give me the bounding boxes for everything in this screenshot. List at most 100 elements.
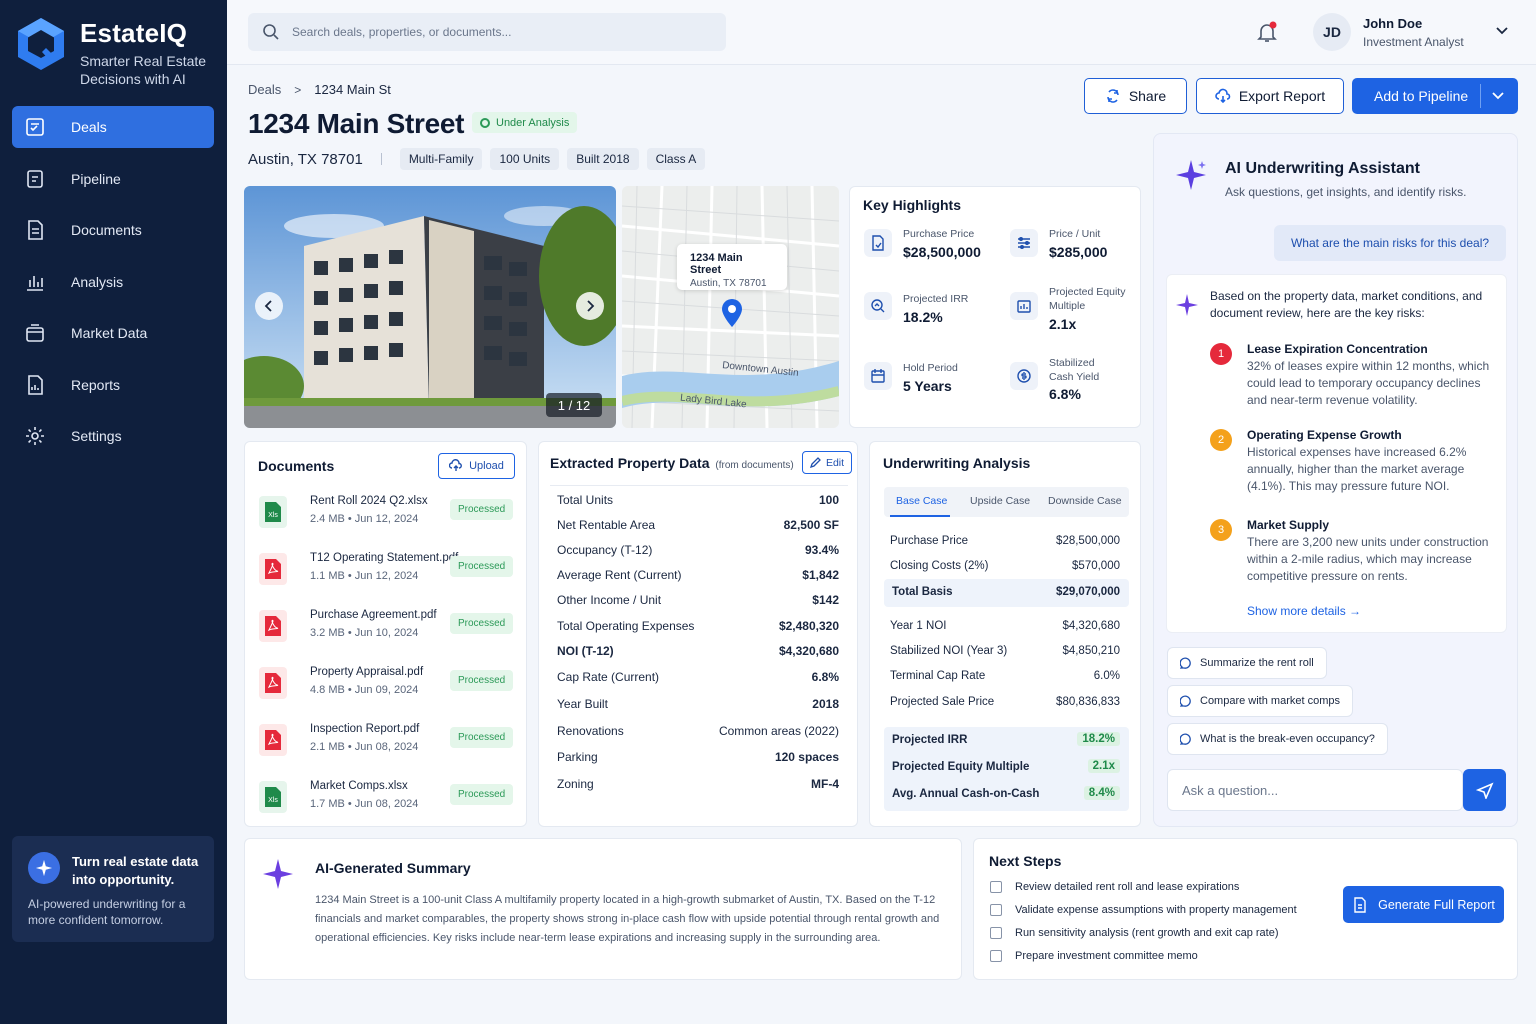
- extracted-title: Extracted Property Data (from documents): [550, 455, 794, 471]
- sidebar-item-pipeline[interactable]: Pipeline: [12, 158, 214, 200]
- metric-value: 18.2%: [903, 309, 943, 325]
- document-row[interactable]: Xls Market Comps.xlsx 1.7 MB • Jun 08, 202…: [259, 778, 514, 818]
- summary-body: 1234 Main Street is a 100-unit Class A m…: [315, 894, 940, 944]
- upload-button[interactable]: Upload: [438, 453, 515, 479]
- document-name: Property Appraisal.pdf: [310, 666, 424, 678]
- gallery-prev-button[interactable]: [255, 292, 283, 320]
- sidebar-item-label: Documents: [71, 222, 142, 238]
- sidebar-item-documents[interactable]: Documents: [12, 209, 214, 251]
- ask-question-input[interactable]: Ask a question...: [1167, 769, 1463, 811]
- data-row-value: $4,320,680: [778, 644, 839, 658]
- chevron-down-icon[interactable]: [1492, 91, 1504, 101]
- checkbox[interactable]: [990, 950, 1002, 962]
- assistant-title: AI Underwriting Assistant: [1225, 160, 1420, 177]
- map-pin-address: Austin, TX 78701: [690, 278, 767, 289]
- settings-icon: [26, 427, 44, 445]
- document-row[interactable]: Purchase Agreement.pdf 3.2 MB • Jun 10, 2…: [259, 607, 514, 647]
- metric-label-line-1: Stabilized: [1049, 357, 1095, 369]
- notification-bell-icon[interactable]: [1255, 20, 1279, 49]
- data-row: Occupancy (T-12) 93.4%: [557, 543, 839, 557]
- checkbox[interactable]: [990, 881, 1002, 893]
- status-label: Under Analysis: [496, 116, 570, 129]
- property-location: Austin, TX 78701: [248, 150, 363, 168]
- document-row[interactable]: Property Appraisal.pdf 4.8 MB • Jun 09, 2…: [259, 664, 514, 704]
- user-name: John Doe: [1363, 16, 1423, 31]
- avatar[interactable]: JD: [1313, 13, 1351, 51]
- underwriting-value: $4,850,210: [1062, 645, 1120, 657]
- document-row[interactable]: Xls Rent Roll 2024 Q2.xlsx 2.4 MB • Jun 12…: [259, 493, 514, 533]
- map-pin-icon[interactable]: [722, 299, 742, 327]
- document-row[interactable]: Inspection Report.pdf 2.1 MB • Jun 08, 20…: [259, 721, 514, 761]
- next-step-item[interactable]: Validate expense assumptions with proper…: [990, 904, 1297, 916]
- next-step-label: Prepare investment committee memo: [1015, 950, 1198, 962]
- document-meta: 4.8 MB • Jun 09, 2024: [310, 684, 419, 696]
- next-step-item[interactable]: Prepare investment committee memo: [990, 950, 1198, 962]
- document-meta: 2.1 MB • Jun 08, 2024: [310, 741, 419, 753]
- ask-placeholder: Ask a question...: [1182, 782, 1279, 798]
- breadcrumb: Deals > 1234 Main St: [248, 82, 391, 97]
- checkbox[interactable]: [990, 904, 1002, 916]
- property-photo[interactable]: 1 / 12: [244, 186, 616, 428]
- sparkle-icon: [263, 859, 293, 889]
- sidebar-item-settings[interactable]: Settings: [12, 415, 214, 457]
- next-step-item[interactable]: Run sensitivity analysis (rent growth an…: [990, 927, 1279, 939]
- metric-label: Projected Equity Multiple: [1049, 285, 1125, 313]
- purchase-price-icon: [864, 229, 892, 257]
- breadcrumb-root[interactable]: Deals: [248, 82, 282, 97]
- next-step-item[interactable]: Review detailed rent roll and lease expi…: [990, 881, 1239, 893]
- suggestion-chip[interactable]: Summarize the rent roll: [1167, 647, 1327, 679]
- sidebar-item-deals[interactable]: Deals: [12, 106, 214, 148]
- data-row: Total Units 100: [557, 493, 839, 507]
- show-more-link[interactable]: Show more details →: [1247, 604, 1362, 618]
- pencil-icon: [809, 457, 821, 468]
- suggestion-chip[interactable]: Compare with market comps: [1167, 685, 1353, 717]
- tab-base-case[interactable]: Base Case: [896, 495, 948, 507]
- suggestion-label: Summarize the rent roll: [1200, 657, 1314, 669]
- sidebar-item-reports[interactable]: Reports: [12, 364, 214, 406]
- status-icon: [480, 117, 490, 128]
- document-name: Purchase Agreement.pdf: [310, 609, 437, 621]
- data-row-value: 6.8%: [811, 670, 839, 684]
- data-row-label: Year Built: [557, 697, 608, 711]
- irr-icon: [864, 292, 892, 320]
- metric-label: Hold Period: [903, 362, 958, 374]
- data-row-value: Common areas (2022): [718, 724, 839, 738]
- send-button[interactable]: [1463, 769, 1506, 811]
- risk-number-badge: 2: [1210, 429, 1232, 451]
- extracted-data-card: Extracted Property Data (from documents)…: [538, 441, 858, 827]
- underwriting-value: 6.0%: [1093, 670, 1120, 682]
- add-to-pipeline-button[interactable]: Add to Pipeline: [1352, 78, 1518, 114]
- sidebar-item-label: Settings: [71, 428, 122, 444]
- calendar-icon: [864, 362, 892, 390]
- sidebar-item-label: Analysis: [71, 273, 124, 290]
- property-chip: Built 2018: [567, 148, 639, 170]
- document-row[interactable]: T12 Operating Statement.pdf 1.1 MB • Jun …: [259, 550, 514, 590]
- tab-upside-case[interactable]: Upside Case: [970, 495, 1031, 507]
- suggestion-chip[interactable]: What is the break-even occupancy?: [1167, 723, 1388, 755]
- data-row-label: Parking: [557, 750, 598, 764]
- share-button[interactable]: Share: [1084, 78, 1187, 114]
- sidebar-item-analysis[interactable]: Analysis: [12, 261, 214, 303]
- suggestion-label: What is the break-even occupancy?: [1200, 733, 1375, 745]
- topbar: Search deals, properties, or documents..…: [227, 0, 1536, 65]
- underwriting-value: $4,320,680: [1062, 620, 1120, 632]
- sidebar-item-market-data[interactable]: Market Data: [12, 312, 214, 354]
- checkbox[interactable]: [990, 927, 1002, 939]
- underwriting-row: Closing Costs (2%) $570,000: [890, 560, 1120, 572]
- search-input[interactable]: Search deals, properties, or documents..…: [248, 13, 726, 51]
- chevron-down-icon[interactable]: [1495, 26, 1509, 36]
- share-icon: [1107, 89, 1119, 103]
- edit-button[interactable]: Edit: [802, 451, 852, 474]
- svg-text:Xls: Xls: [268, 512, 278, 519]
- sparkle-icon: [1176, 160, 1206, 190]
- tab-downside-case[interactable]: Downside Case: [1048, 495, 1122, 507]
- underwriting-label: Purchase Price: [890, 535, 968, 547]
- brand[interactable]: EstateIQ Smarter Real Estate Decisions w…: [18, 18, 206, 88]
- metric-label: Price / Unit: [1049, 228, 1101, 240]
- data-row: Parking 120 spaces: [557, 750, 839, 764]
- property-map[interactable]: 1234 Main Street Austin, TX 78701 Downto…: [622, 186, 839, 428]
- export-report-button[interactable]: Export Report: [1196, 78, 1344, 114]
- gallery-next-button[interactable]: [576, 292, 604, 320]
- generate-full-report-button[interactable]: Generate Full Report: [1343, 886, 1504, 923]
- documents-title: Documents: [258, 458, 335, 474]
